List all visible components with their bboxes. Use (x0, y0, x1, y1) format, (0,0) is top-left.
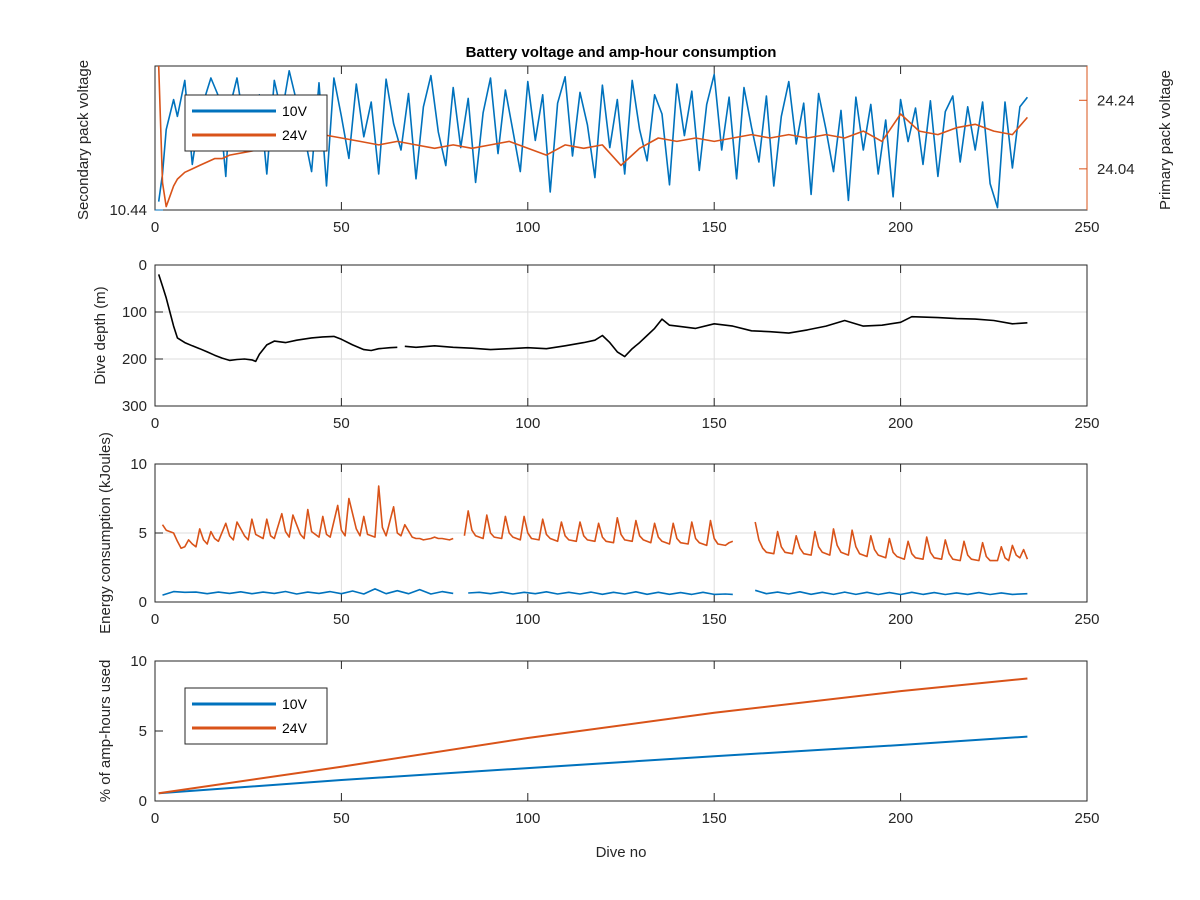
x-tick-label: 50 (333, 810, 350, 827)
y-tick-label: 300 (122, 398, 147, 415)
x-tick-label: 150 (702, 611, 727, 628)
figure-title: Battery voltage and amp-hour consumption (466, 44, 777, 61)
legend: 10V 24V (184, 687, 328, 745)
series-line-depth (404, 315, 1028, 358)
chart-amphours: 0 50 100 150 200 250 0 5 10 % of amp-hours used Di… (97, 653, 1100, 861)
series-line-10v (162, 588, 454, 596)
legend: 10V 24V (184, 94, 328, 152)
legend-box (184, 94, 328, 152)
x-tick-label: 150 (702, 415, 727, 432)
x-tick-label: 200 (888, 810, 913, 827)
y-tick-label: 5 (139, 723, 147, 740)
x-tick-label: 100 (515, 810, 540, 827)
y-axis-label: Dive depth (m) (92, 286, 109, 384)
x-tick-label: 0 (151, 611, 159, 628)
x-tick-label: 250 (1074, 219, 1099, 236)
y-tick-label: 200 (122, 351, 147, 368)
axes-box (154, 264, 1088, 407)
x-tick-label: 250 (1074, 611, 1099, 628)
series-line-10v (468, 591, 733, 596)
x-tick-label: 200 (888, 219, 913, 236)
x-tick-label: 150 (702, 219, 727, 236)
y-axis-label: % of amp-hours used (97, 660, 114, 803)
chart-voltage: 0 50 100 150 200 250 10.44 24.04 24.24 Secondary … (75, 60, 1174, 236)
x-tick-label: 50 (333, 611, 350, 628)
x-tick-label: 250 (1074, 810, 1099, 827)
x-tick-label: 100 (515, 415, 540, 432)
series-line-10v (158, 735, 1028, 795)
series-line-24v (754, 521, 1029, 562)
y-left-tick-label: 10.44 (109, 202, 147, 219)
x-tick-label: 200 (888, 415, 913, 432)
y-tick-label: 10 (130, 653, 147, 670)
series-line-24v (161, 485, 454, 549)
legend-label: 10V (282, 696, 308, 712)
chart-energy: 0 50 100 150 200 250 0 5 10 Energy consumption (k… (97, 432, 1100, 634)
y-left-axis-label: Secondary pack voltage (75, 60, 92, 220)
legend-box (184, 687, 328, 745)
series-line-10v (754, 589, 1028, 596)
series-line-24v (463, 510, 734, 547)
legend-label: 24V (282, 720, 308, 736)
x-tick-label: 50 (333, 415, 350, 432)
y-right-tick-label: 24.04 (1097, 161, 1135, 178)
chart-depth: 0 50 100 150 200 250 0 100 200 300 Dive depth (m) (92, 257, 1100, 432)
subplots: 0 50 100 150 200 25010.4424.0424.24Secondary … (75, 60, 1174, 861)
series-line-10v (157, 70, 1029, 209)
series-line-24v (157, 65, 1029, 208)
y-tick-label: 10 (130, 456, 147, 473)
y-tick-label: 100 (122, 304, 147, 321)
x-tick-label: 50 (333, 219, 350, 236)
x-tick-label: 150 (702, 810, 727, 827)
x-axis-label: Dive no (596, 844, 647, 861)
x-tick-label: 0 (151, 219, 159, 236)
y-tick-label: 0 (139, 594, 147, 611)
y-axis-label: Energy consumption (kJoules) (97, 432, 114, 634)
legend-label: 24V (282, 127, 308, 143)
x-tick-label: 200 (888, 611, 913, 628)
x-tick-label: 250 (1074, 415, 1099, 432)
y-right-tick-label: 24.24 (1097, 92, 1135, 109)
x-tick-label: 0 (151, 810, 159, 827)
x-tick-label: 100 (515, 219, 540, 236)
legend-label: 10V (282, 103, 308, 119)
series-line-24v (158, 677, 1028, 795)
y-tick-label: 5 (139, 525, 147, 542)
x-tick-label: 100 (515, 611, 540, 628)
y-right-axis-label: Primary pack voltage (1157, 70, 1174, 210)
y-tick-label: 0 (139, 257, 147, 274)
x-tick-label: 0 (151, 415, 159, 432)
series-line-depth (157, 274, 398, 363)
y-tick-label: 0 (139, 793, 147, 810)
